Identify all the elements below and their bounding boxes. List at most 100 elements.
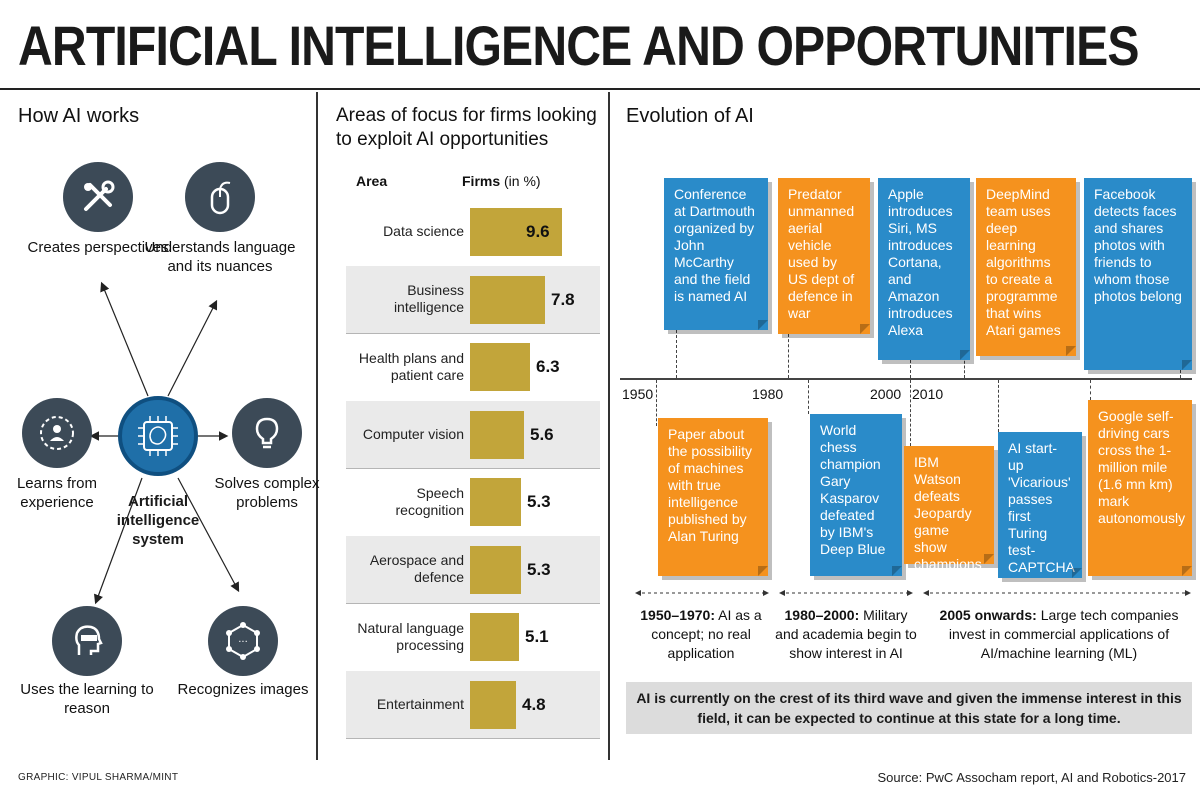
- node-label-solves: Solves complex problems: [214, 475, 320, 511]
- data-label: 9.6: [526, 222, 550, 241]
- connector-vicarious: [998, 380, 999, 432]
- node-label-learns: Learns from experience: [16, 475, 98, 511]
- tools-icon: [63, 162, 133, 232]
- event-card: Google self-driving cars cross the 1-mil…: [1088, 400, 1192, 576]
- data-label: 5.3: [527, 492, 551, 511]
- arrow-to-understands: [167, 299, 218, 397]
- category-label: Computer vision: [362, 425, 464, 442]
- node-label-uses: Uses the learning to reason: [20, 681, 154, 717]
- chart-title: Areas of focus for firms looking to expl…: [336, 105, 597, 150]
- bar: [470, 613, 519, 661]
- bar: [470, 478, 521, 526]
- event-card: IBM Watson defeats Jeopardy game show ch…: [904, 446, 994, 572]
- connector-watson: [910, 380, 911, 446]
- timeline-axis: [620, 378, 1192, 380]
- connector-dartmouth: [676, 330, 677, 378]
- data-label: 5.3: [527, 559, 551, 579]
- learning-icon: [22, 398, 92, 468]
- era-1980-years: 1980–2000:: [784, 607, 860, 623]
- evolution-heading: Evolution of AI: [626, 105, 754, 127]
- connector-facebook: [1180, 370, 1181, 378]
- era-2005: 2005 onwards: Large tech companies inves…: [928, 606, 1190, 663]
- arrow-to-creates: [100, 281, 149, 397]
- col-head-unit: (in %): [504, 173, 541, 189]
- connector-turing: [656, 380, 657, 426]
- event-card: Facebook detects faces and shares photos…: [1084, 178, 1192, 370]
- ai-chip-icon: [118, 396, 198, 476]
- bar: [470, 545, 521, 594]
- vr-head-icon: [52, 606, 122, 676]
- category-label: Data science: [383, 223, 464, 239]
- data-label: 5.1: [525, 627, 549, 646]
- era-2005-text: Large tech companies invest in commercia…: [948, 607, 1179, 661]
- data-label: 5.6: [530, 424, 554, 444]
- bar: [470, 343, 530, 391]
- title-divider: [0, 88, 1200, 90]
- source-note: Source: PwC Assocham report, AI and Robo…: [877, 770, 1186, 785]
- category-label: Speech recognition: [395, 484, 465, 518]
- bar: [470, 208, 562, 256]
- node-label-recognizes: Recognizes images: [177, 681, 309, 698]
- page-title: ARTIFICIAL INTELLIGENCE AND OPPORTUNITIE…: [18, 14, 1139, 77]
- connector-google: [1090, 380, 1091, 400]
- bar-row: Health plans and patient care 6.3: [346, 333, 600, 400]
- era-2005-years: 2005 onwards:: [939, 607, 1037, 623]
- connector-kasparov: [808, 380, 809, 414]
- event-card: World chess champion Gary Kasparov defea…: [810, 414, 902, 576]
- era-1980: 1980–2000: Military and academia begin t…: [774, 606, 918, 663]
- center-label: Artificial intelligence system: [116, 493, 200, 548]
- era-1950: 1950–1970: AI as a concept; no real appl…: [630, 606, 772, 663]
- category-label: Business intelligence: [393, 282, 464, 315]
- connector-siri: [910, 360, 911, 378]
- bar: [470, 410, 524, 459]
- node-label-understands: Understands language and its nuances: [144, 239, 296, 275]
- category-label: Entertainment: [376, 695, 464, 712]
- category-label: Natural language processing: [357, 619, 464, 653]
- event-card: DeepMind team uses deep learning algorit…: [976, 178, 1076, 356]
- svg-text:···: ···: [238, 637, 248, 648]
- bar: [470, 275, 545, 324]
- bar: [470, 680, 516, 729]
- bar-row: Aerospace and defence 5.3: [346, 535, 600, 603]
- bar-row: Natural language processing 5.1: [346, 603, 600, 670]
- connector-deepmind: [964, 356, 965, 378]
- bar-row: Business intelligence 7.8: [346, 265, 600, 333]
- row-separator: [346, 468, 600, 469]
- graphic-credit: GRAPHIC: VIPUL SHARMA/MINT: [18, 772, 179, 783]
- mouse-icon: [185, 162, 255, 232]
- event-card: Paper about the possibility of machines …: [658, 418, 768, 576]
- bar-row: Speech recognition 5.3: [346, 468, 600, 535]
- how-ai-heading: How AI works: [18, 105, 140, 127]
- row-separator: [346, 603, 600, 604]
- bar-row: Entertainment 4.8: [346, 670, 600, 738]
- era-1950-years: 1950–1970:: [640, 607, 716, 623]
- event-card: AI start-up 'Vicarious' passes first Tur…: [998, 432, 1082, 578]
- year-label: 1980: [752, 386, 784, 402]
- year-label: 1950: [622, 386, 654, 402]
- year-label: 2010: [912, 386, 944, 402]
- section-divider-2: [608, 92, 610, 760]
- col-head-area: Area: [356, 173, 388, 189]
- col-head-firms-label: Firms: [462, 173, 501, 189]
- category-label: Aerospace and defence: [369, 552, 464, 585]
- arrow-to-uses: [94, 477, 143, 605]
- node-label-creates: Creates perspectives: [27, 239, 169, 256]
- year-label: 2000: [870, 386, 902, 402]
- data-label: 7.8: [551, 289, 575, 309]
- bar-row: Data science 9.6: [346, 198, 600, 265]
- data-label: 4.8: [522, 694, 546, 714]
- section-divider-1: [316, 92, 318, 760]
- event-card: Conference at Dartmouth organized by Joh…: [664, 178, 768, 330]
- category-label: Health plans and patient care: [358, 349, 464, 383]
- how-ai-arrows: [89, 281, 240, 605]
- event-card: Apple introduces Siri, MS introduces Cor…: [878, 178, 970, 360]
- event-card: Predator unmanned aerial vehicle used by…: [778, 178, 870, 334]
- row-separator: [346, 738, 600, 739]
- third-wave-note: AI is currently on the crest of its thir…: [626, 682, 1192, 734]
- era-arrows: [635, 590, 1191, 596]
- arrow-to-recognizes: [177, 477, 240, 593]
- row-separator: [346, 333, 600, 334]
- connector-predator: [788, 334, 789, 378]
- era-1980-text: Military and academia begin to show inte…: [775, 607, 917, 661]
- data-label: 6.3: [536, 357, 560, 376]
